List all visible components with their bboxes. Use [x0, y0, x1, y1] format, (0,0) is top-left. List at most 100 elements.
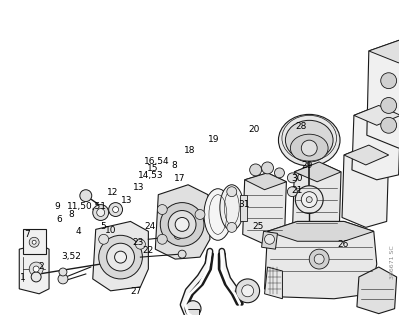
Circle shape — [157, 204, 167, 215]
Circle shape — [107, 243, 134, 271]
Text: 13: 13 — [133, 183, 144, 192]
Circle shape — [99, 235, 142, 279]
Polygon shape — [354, 106, 400, 125]
Circle shape — [93, 204, 109, 221]
Circle shape — [301, 140, 317, 156]
Circle shape — [185, 301, 201, 316]
Circle shape — [301, 192, 317, 208]
Polygon shape — [292, 162, 341, 243]
Polygon shape — [357, 267, 397, 313]
Circle shape — [227, 222, 237, 232]
Circle shape — [58, 274, 68, 284]
Text: 14,53: 14,53 — [138, 171, 163, 180]
Text: 20: 20 — [248, 125, 259, 134]
Text: 3,52: 3,52 — [61, 252, 81, 261]
Text: 27: 27 — [131, 287, 142, 296]
Circle shape — [274, 168, 284, 178]
Text: 29: 29 — [302, 161, 313, 170]
Circle shape — [314, 254, 324, 264]
Circle shape — [381, 117, 397, 133]
Text: 22: 22 — [143, 246, 154, 255]
Circle shape — [178, 250, 186, 258]
Text: 10: 10 — [105, 226, 116, 234]
Circle shape — [175, 217, 189, 231]
Ellipse shape — [278, 114, 340, 166]
Circle shape — [113, 207, 118, 213]
Circle shape — [97, 209, 105, 216]
Text: 7: 7 — [24, 230, 30, 239]
Text: 18: 18 — [184, 146, 196, 155]
Polygon shape — [264, 222, 377, 299]
Circle shape — [136, 239, 145, 249]
Polygon shape — [264, 267, 282, 299]
Polygon shape — [93, 222, 148, 291]
Text: 8: 8 — [171, 161, 177, 170]
Text: 13: 13 — [121, 196, 132, 205]
Ellipse shape — [204, 189, 232, 240]
Text: 12: 12 — [107, 188, 118, 197]
Text: 9: 9 — [54, 202, 60, 211]
Text: 25: 25 — [252, 222, 263, 231]
Bar — [187, 309, 199, 316]
Circle shape — [160, 203, 204, 246]
Text: 2: 2 — [38, 262, 44, 270]
Circle shape — [33, 266, 39, 272]
Circle shape — [309, 249, 329, 269]
Text: 26: 26 — [337, 240, 349, 249]
Text: 8: 8 — [68, 210, 74, 219]
Ellipse shape — [286, 120, 333, 160]
Ellipse shape — [290, 134, 328, 162]
Text: 19: 19 — [208, 135, 220, 144]
Circle shape — [109, 203, 122, 216]
Text: 15: 15 — [146, 164, 158, 173]
Text: 24: 24 — [145, 222, 156, 231]
Circle shape — [287, 187, 297, 197]
Polygon shape — [342, 145, 389, 228]
Text: 6: 6 — [56, 215, 62, 224]
Polygon shape — [19, 244, 49, 294]
Circle shape — [114, 251, 126, 263]
Circle shape — [295, 186, 323, 214]
Text: 28: 28 — [296, 122, 307, 131]
Text: 21: 21 — [292, 186, 303, 195]
Circle shape — [99, 234, 109, 244]
Text: 31: 31 — [238, 200, 250, 210]
Circle shape — [287, 173, 297, 183]
Circle shape — [32, 240, 36, 244]
Polygon shape — [155, 185, 210, 259]
Circle shape — [80, 190, 92, 202]
Text: 16,54: 16,54 — [144, 157, 169, 166]
Polygon shape — [352, 106, 400, 180]
Text: 386671 SC: 386671 SC — [390, 245, 395, 279]
Polygon shape — [369, 39, 400, 63]
Text: 1: 1 — [20, 272, 26, 282]
Circle shape — [31, 272, 41, 282]
Circle shape — [250, 164, 262, 176]
Text: 23: 23 — [133, 238, 144, 247]
Circle shape — [59, 268, 67, 276]
Polygon shape — [23, 229, 46, 254]
Circle shape — [29, 237, 39, 247]
Circle shape — [227, 187, 237, 197]
Circle shape — [306, 197, 312, 203]
Circle shape — [157, 234, 167, 244]
Circle shape — [29, 262, 43, 276]
Polygon shape — [344, 145, 389, 165]
Circle shape — [264, 234, 274, 244]
Polygon shape — [262, 231, 278, 249]
Circle shape — [168, 210, 196, 238]
Polygon shape — [240, 195, 247, 222]
Text: 11,50,51: 11,50,51 — [67, 202, 107, 211]
Text: 30: 30 — [292, 174, 303, 183]
Text: 4: 4 — [76, 227, 82, 236]
Text: 17: 17 — [174, 174, 186, 183]
Polygon shape — [294, 162, 341, 182]
Polygon shape — [367, 39, 400, 148]
Ellipse shape — [220, 185, 244, 230]
Polygon shape — [245, 173, 286, 190]
Circle shape — [381, 73, 397, 88]
Circle shape — [236, 279, 260, 303]
Circle shape — [262, 162, 274, 174]
Circle shape — [195, 210, 205, 219]
Polygon shape — [268, 222, 374, 241]
